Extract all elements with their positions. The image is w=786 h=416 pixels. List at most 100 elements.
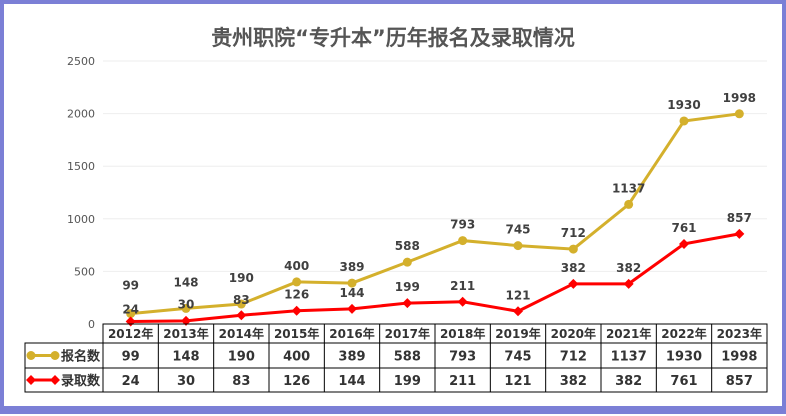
data-label: 857: [727, 211, 752, 225]
table-header-cell: 2018年: [440, 326, 485, 341]
table-cell: 83: [232, 374, 250, 389]
table-cell: 24: [122, 374, 140, 389]
table-cell: 382: [615, 374, 642, 389]
data-label: 199: [395, 280, 420, 294]
data-label: 211: [450, 279, 475, 293]
table-cell: 745: [504, 350, 531, 365]
table-header-cell: 2016年: [329, 326, 374, 341]
data-label: 126: [284, 288, 309, 302]
data-point: [679, 116, 689, 126]
data-label: 382: [616, 261, 641, 275]
table-header-cell: 2015年: [274, 326, 319, 341]
data-label: 30: [178, 297, 195, 311]
data-label: 148: [173, 275, 198, 289]
table-header-cell: 2023年: [717, 326, 762, 341]
data-point: [181, 303, 191, 313]
table-cell: 1930: [666, 350, 702, 365]
data-point: [126, 309, 136, 319]
table-cell: 121: [504, 374, 531, 389]
data-label: 588: [395, 239, 420, 253]
legend-label: 录取数: [61, 373, 101, 389]
table-header-cell: 2022年: [661, 326, 706, 341]
data-point: [679, 238, 689, 249]
legend-label: 报名数: [61, 349, 101, 365]
data-label: 24: [122, 303, 139, 317]
data-point: [458, 236, 468, 246]
data-point: [623, 278, 634, 289]
data-label: 144: [339, 286, 364, 300]
data-label: 1998: [723, 91, 756, 105]
table-header-cell: 2021年: [606, 326, 651, 341]
data-label: 745: [505, 223, 530, 237]
table-cell: 382: [560, 374, 587, 389]
table-cell: 1998: [721, 350, 757, 365]
y-tick-label: 2000: [67, 108, 95, 121]
y-tick-label: 0: [88, 318, 95, 331]
data-point: [568, 244, 578, 254]
table-cell: 400: [283, 350, 310, 365]
table-header-cell: 2020年: [551, 326, 596, 341]
legend-marker: [26, 351, 36, 360]
data-point: [402, 257, 412, 267]
data-point: [347, 278, 357, 288]
data-label: 761: [671, 221, 696, 235]
data-label: 190: [229, 271, 254, 285]
data-label: 793: [450, 218, 475, 232]
data-label: 389: [339, 260, 364, 274]
legend-marker: [26, 375, 36, 385]
y-tick-label: 2500: [67, 55, 95, 68]
table-cell: 199: [394, 374, 421, 389]
data-point: [513, 306, 523, 317]
table-header-cell: 2017年: [385, 326, 430, 341]
table-cell: 712: [560, 350, 587, 365]
data-point: [292, 277, 302, 287]
data-point: [291, 305, 302, 316]
data-label: 121: [505, 288, 530, 302]
table-cell: 148: [172, 350, 199, 365]
data-point: [236, 310, 247, 321]
data-label: 400: [284, 259, 309, 273]
series-line-1: [130, 232, 740, 323]
data-point: [734, 109, 744, 119]
data-point: [125, 316, 136, 327]
data-point: [624, 199, 634, 209]
data-point: [181, 315, 191, 326]
data-point: [513, 241, 523, 251]
data-point: [568, 278, 579, 289]
data-label: 712: [561, 226, 586, 240]
data-point: [734, 228, 745, 239]
chart-title: 贵州职院“专升本”历年报名及录取情况: [211, 26, 575, 50]
data-point: [457, 296, 468, 307]
data-label: 83: [233, 293, 250, 307]
table-cell: 190: [228, 350, 255, 365]
data-label: 382: [561, 261, 586, 275]
legend-marker: [50, 351, 60, 360]
table-cell: 144: [338, 374, 365, 389]
legend-marker: [50, 375, 60, 385]
table-cell: 211: [449, 374, 476, 389]
table-cell: 30: [177, 374, 195, 389]
table-cell: 1137: [611, 350, 647, 365]
y-tick-label: 1000: [67, 213, 95, 226]
data-label: 99: [122, 279, 139, 293]
table-cell: 99: [122, 350, 140, 365]
y-tick-label: 500: [74, 265, 95, 278]
series-line-0: [130, 112, 740, 316]
table-header-cell: 2014年: [219, 326, 264, 341]
table-header-cell: 2013年: [163, 326, 208, 341]
y-tick-label: 1500: [67, 160, 95, 173]
data-point: [236, 299, 246, 309]
data-point: [347, 303, 357, 314]
table-cell: 857: [726, 374, 753, 389]
table-header-cell: 2012年: [108, 326, 153, 341]
table-cell: 793: [449, 350, 476, 365]
table-cell: 389: [338, 350, 365, 365]
table-cell: 588: [394, 350, 421, 365]
data-label: 1137: [612, 181, 645, 195]
table-header-cell: 2019年: [495, 326, 540, 341]
data-label: 1930: [667, 98, 700, 112]
data-point: [402, 298, 413, 309]
table-cell: 761: [670, 374, 697, 389]
